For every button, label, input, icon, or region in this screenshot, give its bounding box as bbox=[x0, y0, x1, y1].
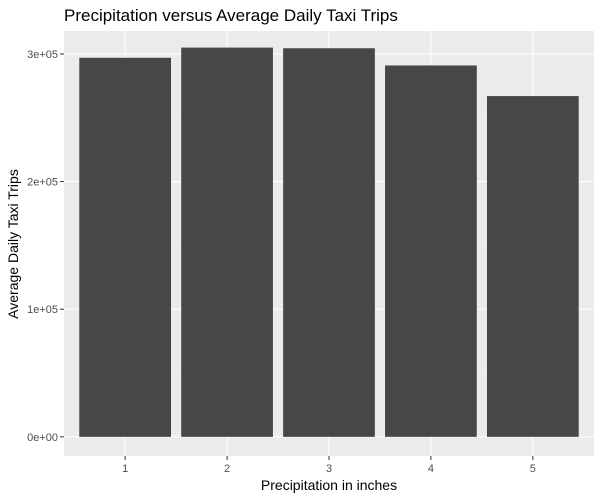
y-tick-label: 3e+05 bbox=[27, 49, 58, 61]
y-tick-label: 0e+00 bbox=[27, 432, 58, 444]
y-axis-title: Average Daily Taxi Trips bbox=[5, 169, 21, 319]
chart-title: Precipitation versus Average Daily Taxi … bbox=[64, 6, 398, 25]
bar bbox=[283, 48, 375, 437]
bars bbox=[79, 47, 579, 437]
y-tick-label: 2e+05 bbox=[27, 177, 58, 189]
x-tick-label: 4 bbox=[428, 463, 434, 475]
x-tick-label: 1 bbox=[122, 463, 128, 475]
x-axis: 1 2 3 4 5 bbox=[122, 456, 536, 475]
x-axis-title: Precipitation in inches bbox=[261, 477, 397, 493]
bar bbox=[385, 65, 477, 437]
bar bbox=[181, 47, 273, 437]
y-tick-label: 1e+05 bbox=[27, 304, 58, 316]
x-tick-label: 5 bbox=[530, 463, 536, 475]
y-axis: 0e+00 1e+05 2e+05 3e+05 bbox=[27, 49, 64, 444]
x-tick-label: 2 bbox=[224, 463, 230, 475]
x-tick-label: 3 bbox=[326, 463, 332, 475]
bar bbox=[79, 57, 172, 437]
bar bbox=[486, 96, 579, 437]
